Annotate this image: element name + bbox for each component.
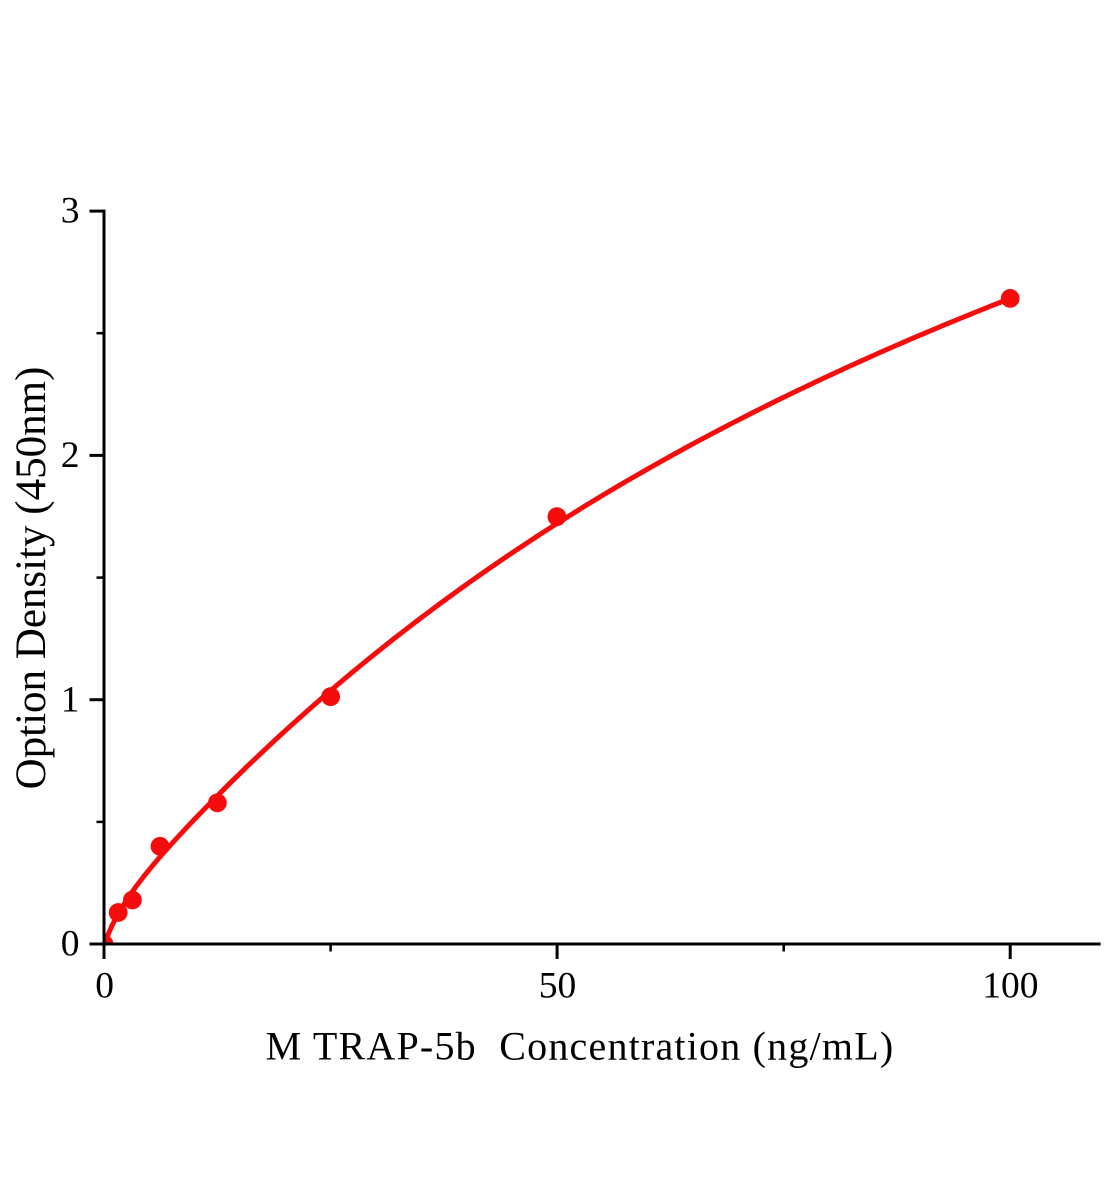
svg-text:50: 50 xyxy=(539,965,577,1006)
svg-text:M TRAP-5b Concentration (ng/m: M TRAP-5b Concentration (ng/mL) xyxy=(266,1024,895,1069)
svg-text:0: 0 xyxy=(95,965,114,1006)
svg-text:Option Density (450nm): Option Density (450nm) xyxy=(8,367,55,790)
svg-text:1: 1 xyxy=(61,679,80,720)
svg-text:2: 2 xyxy=(61,435,80,476)
svg-text:3: 3 xyxy=(61,191,80,232)
svg-text:0: 0 xyxy=(61,924,80,965)
svg-text:100: 100 xyxy=(982,965,1038,1006)
